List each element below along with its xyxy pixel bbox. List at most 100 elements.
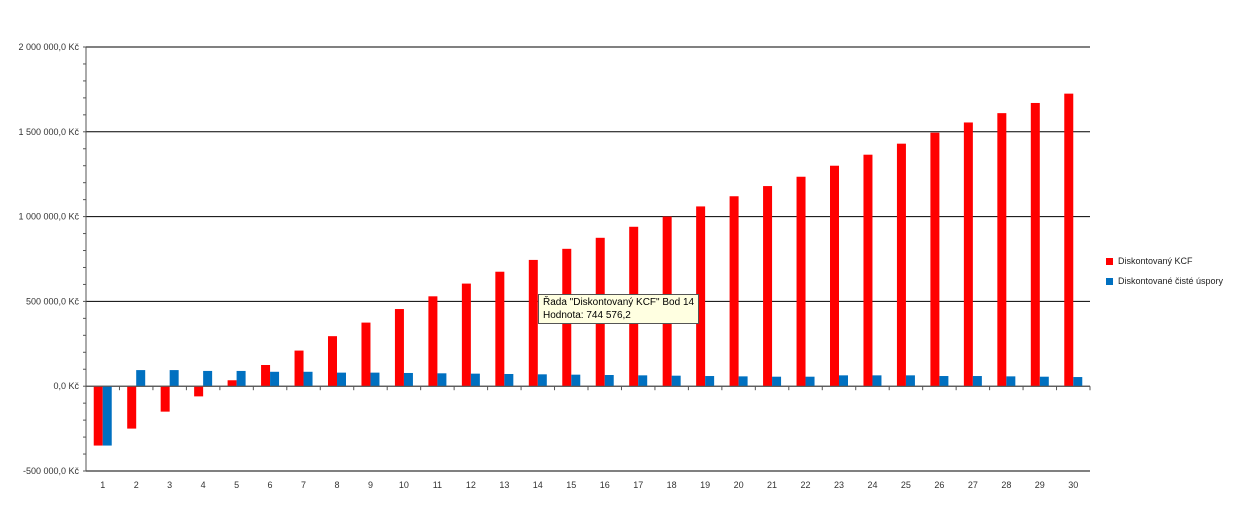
bar-kcf[interactable]	[127, 386, 137, 429]
bar-kcf[interactable]	[428, 296, 438, 387]
bar-kcf[interactable]	[930, 132, 940, 387]
tooltip-value: Hodnota: 744 576,2	[543, 310, 631, 321]
bar-savings[interactable]	[403, 372, 413, 387]
x-tick-label: 28	[1001, 480, 1011, 490]
bar-savings[interactable]	[236, 370, 246, 387]
bar-savings[interactable]	[638, 375, 648, 387]
y-tick-label: 500 000,0 Kč	[26, 296, 80, 306]
x-tick-label: 16	[600, 480, 610, 490]
bar-savings[interactable]	[705, 376, 715, 387]
bar-savings[interactable]	[805, 376, 815, 387]
bar-savings[interactable]	[203, 370, 213, 387]
bar-savings[interactable]	[102, 386, 112, 446]
legend-item-savings: Diskontované čisté úspory	[1106, 271, 1223, 291]
x-tick-label: 7	[301, 480, 306, 490]
x-tick-label: 25	[901, 480, 911, 490]
y-tick-label: 0,0 Kč	[53, 381, 79, 391]
bar-savings[interactable]	[738, 376, 748, 387]
bar-savings[interactable]	[671, 375, 681, 387]
bar-kcf[interactable]	[261, 365, 271, 387]
y-tick-label: 1 000 000,0 Kč	[18, 212, 79, 222]
bar-savings[interactable]	[169, 370, 179, 387]
x-tick-label: 30	[1068, 480, 1078, 490]
bar-savings[interactable]	[437, 373, 447, 387]
bar-kcf[interactable]	[93, 386, 103, 446]
bar-kcf[interactable]	[763, 186, 773, 387]
bars	[93, 93, 1083, 446]
x-tick-label: 17	[633, 480, 643, 490]
legend-swatch-kcf	[1106, 257, 1113, 265]
bar-kcf[interactable]	[1030, 102, 1040, 387]
legend-label-savings: Diskontované čisté úspory	[1118, 276, 1224, 286]
bar-kcf[interactable]	[461, 283, 471, 387]
bar-savings[interactable]	[537, 374, 547, 387]
bar-kcf[interactable]	[830, 165, 839, 387]
bar-kcf[interactable]	[361, 322, 371, 387]
bar-savings[interactable]	[1006, 376, 1016, 387]
bar-kcf[interactable]	[227, 380, 237, 387]
x-tick-label: 13	[499, 480, 509, 490]
bar-savings[interactable]	[370, 372, 380, 387]
x-tick-label: 9	[368, 480, 373, 490]
bar-kcf[interactable]	[160, 386, 170, 412]
legend-label-kcf: Diskontovaný KCF	[1118, 256, 1193, 266]
y-axis-tick-labels: -500 000,0 Kč 0,0 Kč 500 000,0 Kč 1 000 000…	[18, 42, 79, 476]
y-tick-label: 2 000 000,0 Kč	[18, 42, 79, 52]
x-tick-label: 20	[734, 480, 744, 490]
y-tick-label: -500 000,0 Kč	[23, 466, 80, 476]
x-tick-label: 14	[533, 480, 543, 490]
bar-savings[interactable]	[939, 376, 949, 387]
x-tick-label: 6	[268, 480, 273, 490]
x-tick-label: 26	[934, 480, 944, 490]
x-tick-label: 29	[1035, 480, 1045, 490]
x-tick-label: 3	[167, 480, 172, 490]
bar-savings[interactable]	[772, 376, 782, 387]
bar-kcf[interactable]	[394, 309, 404, 387]
bar-kcf[interactable]	[696, 206, 706, 387]
x-tick-label: 27	[968, 480, 978, 490]
x-tick-label: 10	[399, 480, 409, 490]
bar-savings[interactable]	[337, 372, 346, 387]
bar-savings[interactable]	[571, 374, 581, 387]
bar-kcf[interactable]	[997, 113, 1007, 387]
x-tick-label: 1	[100, 480, 105, 490]
bar-kcf[interactable]	[729, 196, 739, 387]
bar-savings[interactable]	[303, 371, 313, 387]
bar-kcf[interactable]	[194, 386, 204, 397]
x-tick-label: 5	[234, 480, 239, 490]
bar-savings[interactable]	[604, 375, 614, 387]
bar-kcf[interactable]	[963, 122, 973, 387]
bar-kcf[interactable]	[896, 143, 906, 387]
x-tick-label: 19	[700, 480, 710, 490]
x-tick-label: 4	[201, 480, 206, 490]
bar-kcf[interactable]	[328, 336, 337, 387]
x-axis-tick-labels: 1 2 3 4 5 6 7 8 9 10 11 12 13 14 15 16 17 18 19 20 21 22 23 24 2…	[100, 480, 1078, 490]
bar-kcf[interactable]	[495, 271, 505, 387]
bar-kcf[interactable]	[528, 259, 538, 387]
bar-kcf[interactable]	[796, 176, 806, 387]
x-tick-label: 18	[667, 480, 677, 490]
bar-savings[interactable]	[504, 373, 514, 387]
bar-savings[interactable]	[1073, 377, 1083, 387]
bar-savings[interactable]	[839, 375, 848, 387]
bar-savings[interactable]	[270, 371, 280, 387]
bar-kcf[interactable]	[863, 154, 873, 387]
data-point-tooltip: Řada "Diskontovaný KCF" Bod 14 Hodnota: …	[538, 294, 700, 324]
bar-kcf[interactable]	[294, 350, 304, 387]
bar-savings[interactable]	[972, 376, 982, 387]
legend-item-kcf: Diskontovaný KCF	[1106, 251, 1223, 271]
x-tick-label: 24	[867, 480, 877, 490]
x-tick-label: 11	[433, 480, 442, 490]
bar-savings[interactable]	[872, 375, 882, 387]
bar-savings[interactable]	[470, 373, 480, 387]
legend: Diskontovaný KCF Diskontované čisté úspo…	[1106, 251, 1223, 291]
bar-kcf[interactable]	[1064, 93, 1074, 387]
x-tick-label: 12	[466, 480, 476, 490]
x-tick-label: 15	[566, 480, 576, 490]
bar-savings[interactable]	[136, 370, 146, 387]
bar-savings[interactable]	[1039, 376, 1049, 387]
x-tick-label: 21	[767, 480, 777, 490]
x-tick-label: 2	[134, 480, 139, 490]
bar-savings[interactable]	[905, 375, 915, 387]
